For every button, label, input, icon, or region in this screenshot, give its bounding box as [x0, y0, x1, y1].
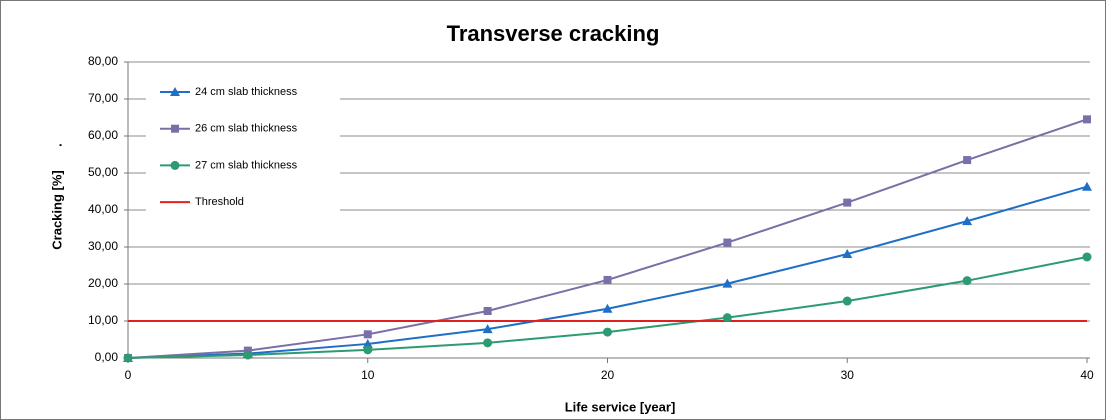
- chart-title: Transverse cracking: [447, 21, 660, 46]
- y-tick-label: 10,00: [88, 313, 118, 327]
- y-tick-label: 80,00: [88, 54, 118, 68]
- marker: [123, 353, 133, 363]
- marker: [482, 324, 493, 334]
- marker: [603, 327, 612, 337]
- x-tick-label: 10: [361, 368, 375, 382]
- legend-label: 26 cm slab thickness: [195, 123, 298, 135]
- marker: [1082, 181, 1092, 191]
- marker: [842, 296, 852, 306]
- y-tick-label: 50,00: [88, 165, 118, 179]
- marker: [243, 350, 253, 360]
- marker: [363, 330, 372, 339]
- legend-label: Threshold: [195, 196, 244, 208]
- x-tick-label: 0: [125, 368, 132, 382]
- x-tick-label: 40: [1080, 368, 1094, 382]
- marker: [483, 338, 493, 348]
- legend-label: 24 cm slab thickness: [195, 86, 298, 98]
- marker: [1082, 252, 1092, 262]
- marker: [722, 278, 733, 288]
- y-tick-label: 60,00: [88, 128, 118, 142]
- marker: [483, 307, 492, 316]
- marker: [962, 276, 972, 286]
- y-tick-label: 30,00: [88, 239, 118, 253]
- y-tick-label: 70,00: [88, 91, 118, 105]
- marker: [962, 216, 973, 226]
- marker: [603, 275, 612, 284]
- marker: [842, 249, 853, 259]
- annotation: .: [49, 143, 64, 147]
- legend-label: 27 cm slab thickness: [195, 159, 298, 171]
- x-tick-label: 30: [841, 368, 855, 382]
- legend-marker: [170, 87, 180, 96]
- legend-marker: [170, 160, 180, 170]
- marker: [363, 345, 373, 355]
- marker: [722, 313, 732, 323]
- x-axis-label: Life service [year]: [565, 399, 676, 414]
- marker: [602, 303, 613, 313]
- marker: [963, 156, 972, 165]
- y-tick-label: 0,00: [95, 350, 119, 364]
- y-tick-label: 40,00: [88, 202, 118, 216]
- legend-box: [146, 76, 340, 216]
- marker: [723, 238, 732, 247]
- y-axis-label: Cracking [%]: [49, 170, 64, 249]
- y-tick-label: 20,00: [88, 276, 118, 290]
- x-tick-label: 20: [601, 368, 615, 382]
- marker: [1083, 115, 1091, 124]
- marker: [843, 198, 852, 207]
- legend-marker: [171, 124, 179, 133]
- marker: [362, 338, 373, 348]
